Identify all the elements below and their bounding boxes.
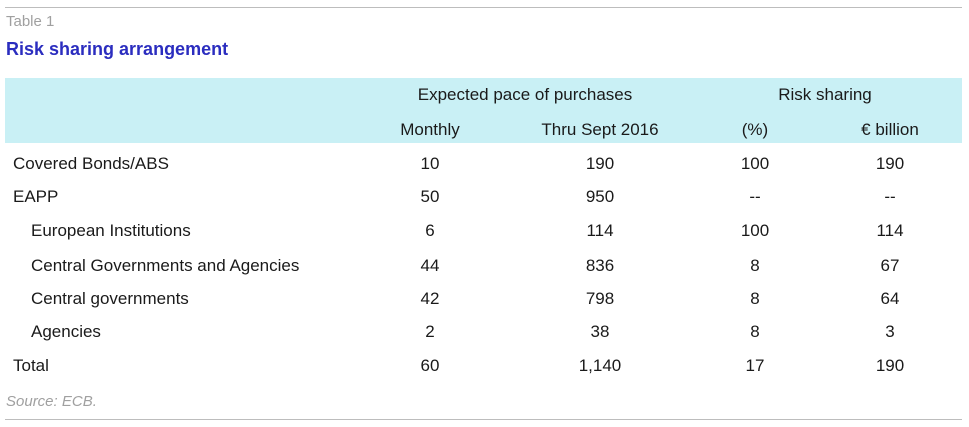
source-note: Source: ECB. bbox=[6, 393, 97, 410]
cell-monthly: 60 bbox=[420, 356, 440, 375]
bottom-rule bbox=[5, 419, 962, 420]
cell-percent: 8 bbox=[750, 289, 760, 308]
row-label: Covered Bonds/ABS bbox=[13, 154, 169, 173]
header-group-pace: Expected pace of purchases bbox=[417, 85, 633, 104]
cell-billion: -- bbox=[884, 187, 896, 206]
table-title: Risk sharing arrangement bbox=[6, 39, 229, 59]
cell-billion: 64 bbox=[880, 289, 900, 308]
cell-monthly: 10 bbox=[420, 154, 440, 173]
cell-percent: 8 bbox=[750, 256, 760, 275]
column-header-monthly: Monthly bbox=[400, 120, 460, 139]
row-label: European Institutions bbox=[31, 221, 191, 240]
cell-billion: 67 bbox=[880, 256, 900, 275]
cell-thru-sept: 1,140 bbox=[578, 356, 622, 375]
cell-percent: 100 bbox=[740, 221, 770, 240]
row-label: EAPP bbox=[13, 187, 59, 206]
table-number: Table 1 bbox=[6, 13, 55, 30]
cell-monthly: 44 bbox=[420, 256, 440, 275]
column-header-billion: € billion bbox=[861, 120, 919, 139]
cell-percent: 100 bbox=[740, 154, 770, 173]
cell-percent: 17 bbox=[745, 356, 765, 375]
cell-billion: 190 bbox=[875, 154, 905, 173]
cell-monthly: 50 bbox=[420, 187, 440, 206]
cell-percent: -- bbox=[749, 187, 761, 206]
row-label: Central Governments and Agencies bbox=[31, 256, 300, 275]
cell-thru-sept: 950 bbox=[585, 187, 615, 206]
row-label: Agencies bbox=[31, 322, 101, 341]
cell-billion: 190 bbox=[875, 356, 905, 375]
cell-thru-sept: 190 bbox=[585, 154, 615, 173]
cell-monthly: 2 bbox=[425, 322, 435, 341]
cell-monthly: 42 bbox=[420, 289, 440, 308]
column-header-thru-sept: Thru Sept 2016 bbox=[541, 120, 659, 139]
row-label: Total bbox=[13, 356, 49, 375]
cell-percent: 8 bbox=[750, 322, 760, 341]
cell-thru-sept: 38 bbox=[590, 322, 610, 341]
cell-thru-sept: 114 bbox=[586, 221, 614, 240]
cell-monthly: 6 bbox=[425, 221, 435, 240]
cell-thru-sept: 836 bbox=[585, 256, 615, 275]
top-rule bbox=[5, 7, 962, 8]
cell-thru-sept: 798 bbox=[585, 289, 615, 308]
column-header-percent: (%) bbox=[741, 120, 769, 139]
header-group-risk: Risk sharing bbox=[778, 85, 872, 104]
row-label: Central governments bbox=[31, 289, 189, 308]
cell-billion: 3 bbox=[885, 322, 895, 341]
cell-billion: 114 bbox=[876, 221, 904, 240]
table-header bbox=[5, 78, 962, 143]
